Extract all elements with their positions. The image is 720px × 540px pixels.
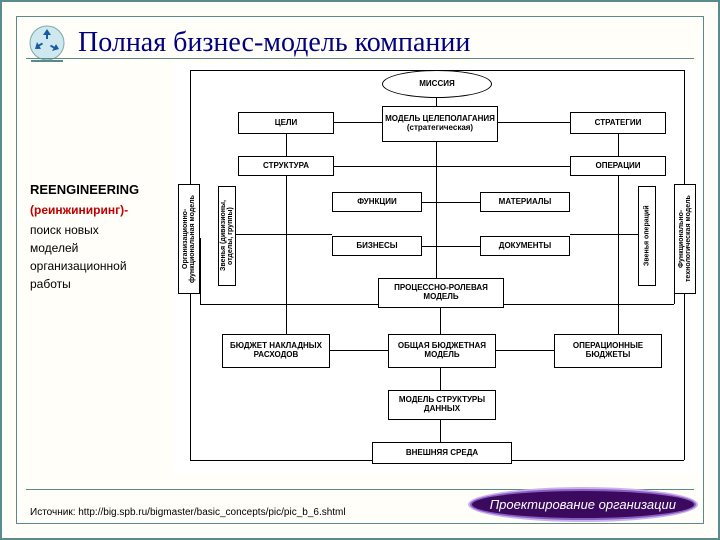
- diagram-node-v_func: Функционально-технологическая модель: [674, 184, 696, 294]
- connector-line: [334, 122, 382, 123]
- connector-line: [440, 308, 441, 334]
- side-note-line6: работы: [30, 277, 160, 291]
- connector-line: [440, 420, 441, 442]
- diagram-node-functions: ФУНКЦИИ: [332, 192, 422, 212]
- side-note-line2: (реинжиниринг)-: [30, 203, 160, 217]
- connector-line: [190, 70, 436, 71]
- connector-line: [436, 98, 437, 106]
- connector-line: [618, 176, 619, 334]
- footer-pill: Проектирование организации: [470, 489, 696, 520]
- connector-line: [286, 176, 287, 334]
- diagram-node-strategies: СТРАТЕГИИ: [570, 112, 666, 134]
- diagram-node-budget_op: ОПЕРАЦИОННЫЕ БЮДЖЕТЫ: [554, 334, 662, 368]
- connector-line: [236, 234, 332, 235]
- connector-line: [618, 134, 619, 156]
- diagram-area: МИССИЯ ЦЕЛИ МОДЕЛЬ ЦЕЛЕПОЛАГАНИЯ (стратеги…: [172, 64, 702, 474]
- diagram-node-mission: МИССИЯ: [382, 70, 492, 98]
- diagram-node-model_goal: МОДЕЛЬ ЦЕЛЕПОЛАГАНИЯ (стратегическая): [382, 106, 498, 142]
- connector-line: [334, 166, 570, 167]
- page-title: Полная бизнес-модель компании: [78, 27, 470, 59]
- connector-line: [436, 142, 437, 278]
- diagram-node-proc_role: ПРОЦЕССНО-РОЛЕВАЯ МОДЕЛЬ: [378, 278, 504, 308]
- diagram-node-goals: ЦЕЛИ: [238, 112, 334, 134]
- connector-line: [438, 70, 684, 71]
- side-note: REENGINEERING (реинжиниринг)- поиск новы…: [30, 182, 160, 295]
- slide-page: Полная бизнес-модель компании REENGINEER…: [0, 0, 720, 540]
- connector-line: [422, 246, 480, 247]
- connector-line: [422, 202, 480, 203]
- diagram-node-budget_all: ОБЩАЯ БЮДЖЕТНАЯ МОДЕЛЬ: [388, 334, 496, 368]
- title-underline: [26, 58, 694, 59]
- diagram-node-budget_nr: БЮДЖЕТ НАКЛАДНЫХ РАСХОДОВ: [222, 334, 330, 368]
- source-label: Источник: http://big.spb.ru/bigmaster/ba…: [30, 507, 346, 518]
- side-note-line1: REENGINEERING: [30, 182, 160, 197]
- diagram-node-structure: СТРУКТУРА: [238, 156, 334, 176]
- diagram-node-biz: БИЗНЕСЫ: [332, 236, 422, 256]
- connector-line: [496, 350, 554, 351]
- diagram-node-v_div: Звенья (дивизионы, отделы, группы): [218, 186, 236, 286]
- connector-line: [498, 122, 570, 123]
- connector-line: [570, 234, 638, 235]
- diagram-node-docs: ДОКУМЕНТЫ: [480, 236, 570, 256]
- connector-line: [286, 134, 287, 156]
- diagram-node-materials: МАТЕРИАЛЫ: [480, 192, 570, 212]
- connector-line: [200, 238, 201, 304]
- side-note-line4: моделей: [30, 241, 160, 255]
- connector-line: [440, 368, 441, 390]
- side-note-line5: организационной: [30, 259, 160, 273]
- diagram-node-v_org: Организационно-функциональная модель: [178, 184, 200, 294]
- diagram-node-v_ops: Звенья операций: [638, 186, 656, 286]
- connector-line: [330, 350, 388, 351]
- diagram-node-operations: ОПЕРАЦИИ: [570, 156, 666, 176]
- diagram-node-data_model: МОДЕЛЬ СТРУКТУРЫ ДАННЫХ: [388, 390, 496, 420]
- diagram-node-env: ВНЕШНЯЯ СРЕДА: [372, 442, 512, 464]
- side-note-line3: поиск новых: [30, 223, 160, 237]
